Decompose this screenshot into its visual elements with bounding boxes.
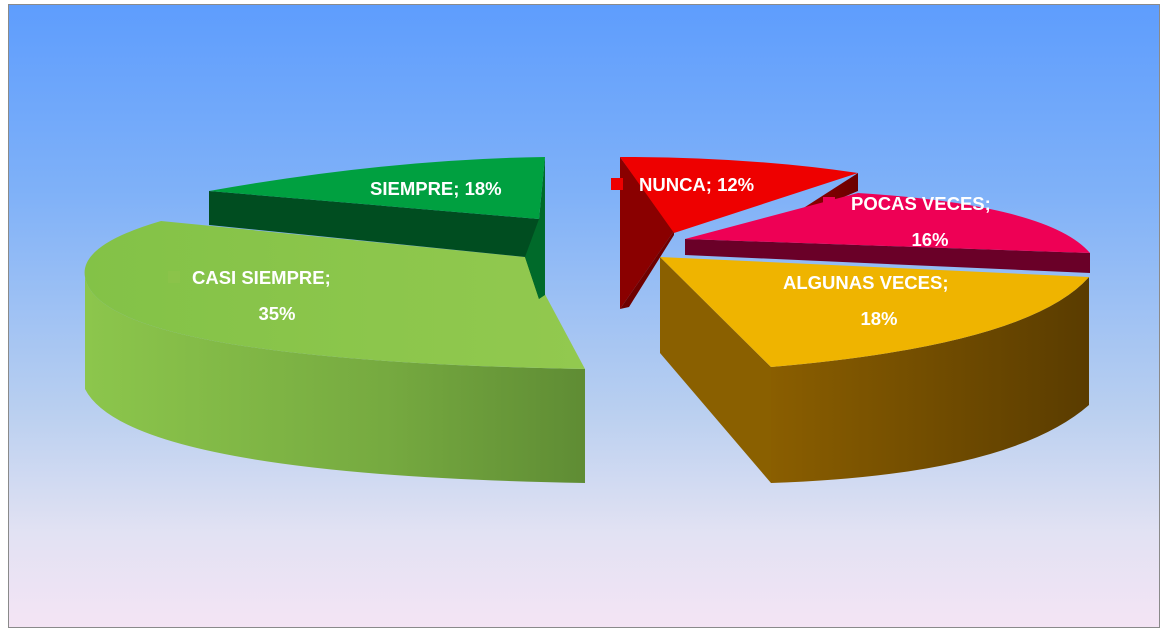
- slice-algunas-veces-top: [660, 257, 1089, 367]
- label-algunas-veces-line2: 18%: [860, 308, 897, 329]
- slice-siempre[interactable]: [209, 157, 545, 299]
- label-siempre-text: SIEMPRE; 18%: [370, 178, 502, 199]
- label-casi-siempre: CASI SIEMPRE; 35%: [168, 267, 331, 324]
- label-pocas-veces-line1: POCAS VECES;: [851, 193, 991, 214]
- slice-algunas-veces-wall: [660, 257, 771, 483]
- label-casi-siempre-line1: CASI SIEMPRE;: [192, 267, 331, 288]
- slice-nunca-top: [620, 157, 858, 233]
- slice-nunca-side: [620, 157, 674, 309]
- slice-casi-siempre-side: [85, 277, 585, 483]
- slice-casi-siempre[interactable]: [84, 221, 585, 483]
- slice-pocas-veces[interactable]: [685, 193, 1090, 273]
- slice-siempre-wall: [525, 157, 545, 299]
- label-siempre-marker: [343, 182, 355, 194]
- label-casi-siempre-line2: 35%: [258, 303, 295, 324]
- label-nunca: NUNCA; 12%: [611, 174, 754, 195]
- label-siempre: SIEMPRE; 18%: [343, 178, 502, 199]
- label-algunas-veces: ALGUNAS VECES; 18%: [755, 272, 949, 329]
- label-algunas-veces-line1: ALGUNAS VECES;: [783, 272, 949, 293]
- chart-area: NUNCA; 12% POCAS VECES; 16% ALGUNAS VECE…: [8, 4, 1160, 628]
- slice-pocas-veces-top: [685, 193, 1090, 253]
- label-pocas-veces: POCAS VECES; 16%: [823, 193, 991, 250]
- slice-siempre-top: [209, 157, 545, 219]
- slice-algunas-veces[interactable]: [660, 257, 1089, 483]
- label-pocas-veces-line2: 16%: [911, 229, 948, 250]
- label-nunca-text: NUNCA; 12%: [639, 174, 754, 195]
- slice-pocas-veces-side: [685, 239, 1090, 273]
- slice-nunca-wall: [620, 231, 674, 309]
- label-nunca-marker: [611, 178, 623, 190]
- pie-chart: NUNCA; 12% POCAS VECES; 16% ALGUNAS VECE…: [84, 157, 1090, 483]
- label-casi-siempre-marker: [168, 271, 180, 283]
- label-pocas-veces-marker: [823, 197, 835, 209]
- slice-nunca[interactable]: [620, 157, 858, 309]
- slice-casi-siempre-top: [84, 221, 585, 369]
- slice-siempre-side: [209, 191, 539, 299]
- slice-algunas-veces-side: [771, 277, 1089, 483]
- label-algunas-veces-marker: [755, 276, 767, 288]
